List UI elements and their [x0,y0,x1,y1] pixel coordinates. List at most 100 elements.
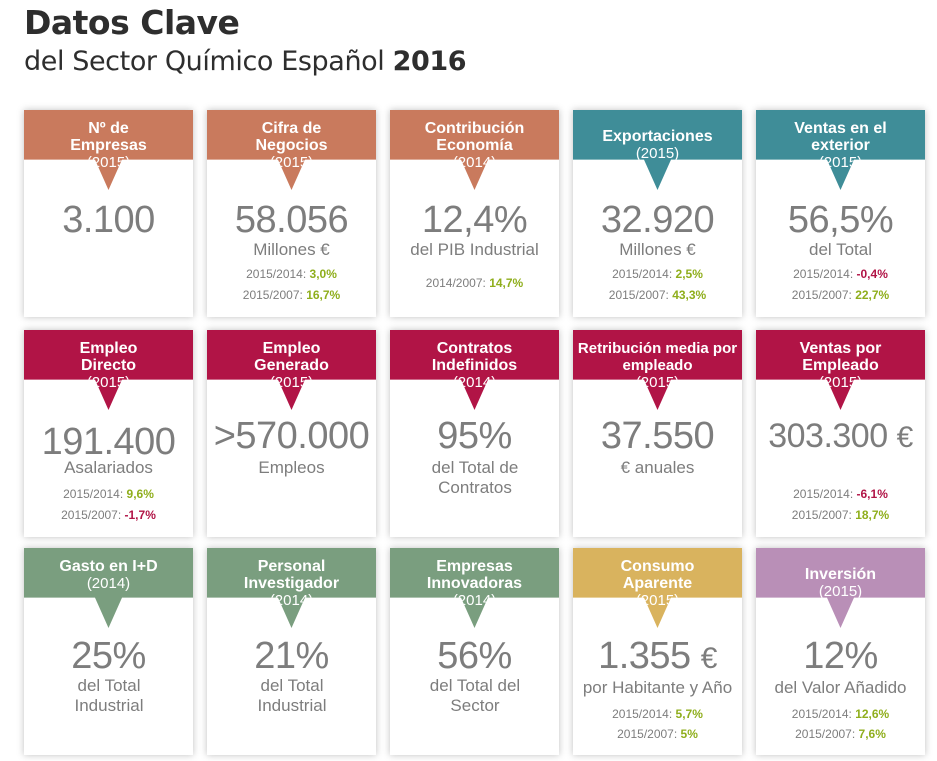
card-banner: Consumo Aparente (2015) [573,548,742,628]
card-value: 58.056 [207,198,376,242]
card-banner: Empleo Generado (2015) [207,330,376,410]
stat-label: 2015/2007: [791,508,852,522]
card-value: 37.550 [573,414,742,458]
card-title: Empresas Innovadoras [426,558,523,592]
stat-label: 2015/2007: [617,727,678,741]
card-numero-empresas: Nº de Empresas (2015) 3.100 [24,110,193,317]
card-gasto-id: Gasto en I+D (2014) 25% del Total Indust… [24,548,193,755]
stat-value: 12,6% [855,707,890,721]
card-subtext: del Total del Sector [429,676,521,715]
card-banner: Gasto en I+D (2014) [24,548,193,628]
card-banner: Contratos Indefinidos (2014) [390,330,559,410]
card-subtext: del Valor Añadido [774,678,907,697]
card-value: 303.300 € [756,414,925,460]
card-empresas-innovadoras: Empresas Innovadoras (2014) 56% del Tota… [390,548,559,755]
page-title: Datos Clave [24,3,240,42]
stat-label: 2014/2007: [425,276,486,290]
card-year: (2014) [452,374,497,391]
card-title: Contribución Economía [424,120,525,154]
card-value-number: 21% [254,635,329,677]
card-title: Ventas por Empleado [799,340,882,374]
card-banner: Retribución media por empleado (2015) [573,330,742,410]
card-value: >570.000 [207,414,376,458]
card-value: 25% [24,634,193,678]
stat-label: 2015/2014: [612,267,673,281]
card-stat-1: 2015/2014: 2,5% [573,266,742,282]
card-stat-2: 2015/2007: -1,7% [24,507,193,523]
card-stat-2: 2015/2007: 5% [573,726,742,742]
card-retribucion-media: Retribución media por empleado (2015) 37… [573,330,742,537]
card-subtext: Empleos [258,458,325,477]
card-subtext: del Total de Contratos [431,458,519,497]
card-subtext: del PIB Industrial [410,240,539,259]
stat-value: -0,4% [856,267,888,281]
stat-value: -1,7% [124,508,156,522]
card-value-number: 32.920 [600,199,715,241]
card-value: 56,5% [756,198,925,242]
card-year: (2015) [818,374,863,391]
card-year: (2015) [86,154,131,171]
card-value: 12% [756,634,925,678]
stat-value: 5% [680,727,698,741]
card-banner: Empresas Innovadoras (2014) [390,548,559,628]
card-year: (2015) [269,374,314,391]
card-stat-1: 2015/2014: -0,4% [756,266,925,282]
stat-label: 2015/2014: [612,707,673,721]
card-value-number: 303.300 [768,417,888,455]
card-stat-1: 2015/2014: 12,6% [756,706,925,722]
stat-label: 2015/2007: [61,508,122,522]
stat-value: 43,3% [672,288,707,302]
card-year: (2015) [86,374,131,391]
subtitle-text: del Sector Químico Español [24,46,385,77]
stat-value: -6,1% [856,487,888,501]
card-stat-2: 2015/2007: 18,7% [756,507,925,523]
card-title: Ventas en el exterior [794,120,887,154]
card-ventas-exterior: Ventas en el exterior (2015) 56,5% del T… [756,110,925,317]
card-stat-1: 2015/2014: 9,6% [24,486,193,502]
stat-value: 7,6% [858,727,886,741]
stat-label: 2015/2014: [791,707,852,721]
card-title: Inversión [804,566,877,583]
card-value-number: 3.100 [62,199,155,241]
card-stat-1: 2015/2014: 3,0% [207,266,376,282]
card-subtext: Millones € [619,240,696,259]
card-banner: Nº de Empresas (2015) [24,110,193,190]
card-empleo-directo: Empleo Directo (2015) 191.400 Asalariado… [24,330,193,537]
card-cifra-negocios: Cifra de Negocios (2015) 58.056 Millones… [207,110,376,317]
stat-value: 18,7% [855,508,890,522]
card-year: (2015) [818,154,863,171]
card-value: 191.400 [24,420,193,464]
card-subtext: por Habitante y Año [582,678,733,697]
card-title: Personal Investigador [243,558,340,592]
card-year: (2015) [818,583,863,600]
card-subtext: Millones € [253,240,330,259]
card-banner: Ventas por Empleado (2015) [756,330,925,410]
card-value-number: >570.000 [213,415,370,457]
card-banner: Contribución Economía (2014) [390,110,559,190]
card-stat-2: 2015/2007: 43,3% [573,287,742,303]
stat-label: 2015/2007: [791,288,852,302]
stat-label: 2015/2014: [793,267,854,281]
card-value: 3.100 [24,198,193,242]
card-year: (2014) [452,592,497,609]
card-value-number: 56,5% [787,199,894,241]
card-exportaciones: Exportaciones (2015) 32.920 Millones € 2… [573,110,742,317]
card-value-number: 1.355 [598,635,691,677]
card-value: 1.355 € [573,634,742,681]
card-banner: Exportaciones (2015) [573,110,742,190]
card-year: (2014) [452,154,497,171]
card-title: Contratos Indefinidos [431,340,518,374]
card-ventas-por-empleado: Ventas por Empleado (2015) 303.300 € 201… [756,330,925,537]
card-stat-2: 2015/2007: 7,6% [756,726,925,742]
card-year: (2014) [86,575,131,592]
card-value-number: 191.400 [41,421,176,463]
stat-value: 3,0% [309,267,337,281]
card-year: (2015) [269,154,314,171]
card-value: 21% [207,634,376,678]
card-year: (2015) [635,374,680,391]
stat-label: 2015/2007: [242,288,303,302]
card-title: Empleo Directo [79,340,138,374]
card-value-unit: € [896,421,914,454]
card-value-unit: € [700,642,718,675]
stat-value: 16,7% [306,288,341,302]
